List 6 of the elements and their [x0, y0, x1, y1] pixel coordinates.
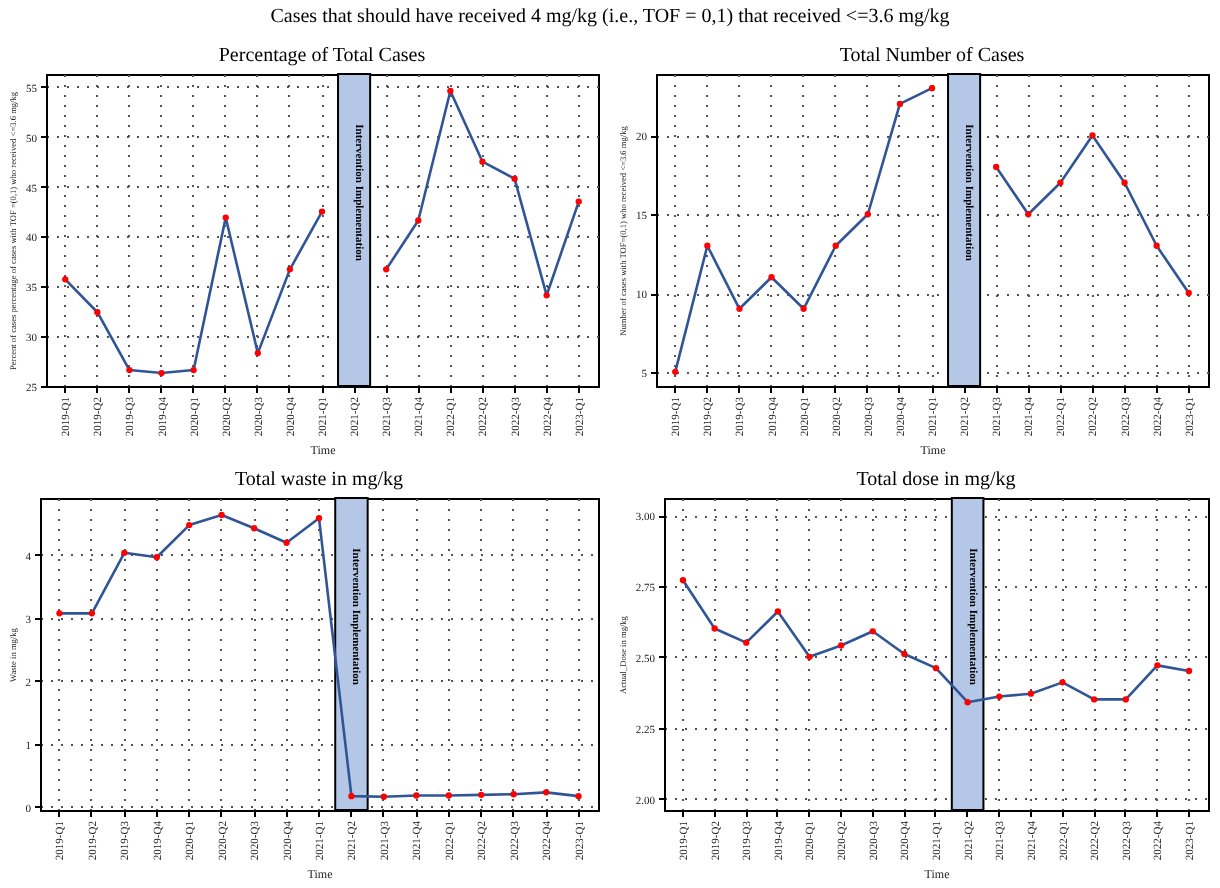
line-series	[56, 511, 582, 800]
chart-title: Total dose in mg/kg	[856, 469, 1016, 491]
text: Cases that should have received 4 mg/kg (i.e., TOF = 0,1) that received <=3.6 mg/kg	[270, 6, 950, 28]
chart-title: Total waste in mg/kg	[234, 469, 404, 491]
chart-title: Total Number of Cases	[839, 45, 1025, 67]
chart-title: Percentage of Total Cases	[218, 45, 426, 67]
